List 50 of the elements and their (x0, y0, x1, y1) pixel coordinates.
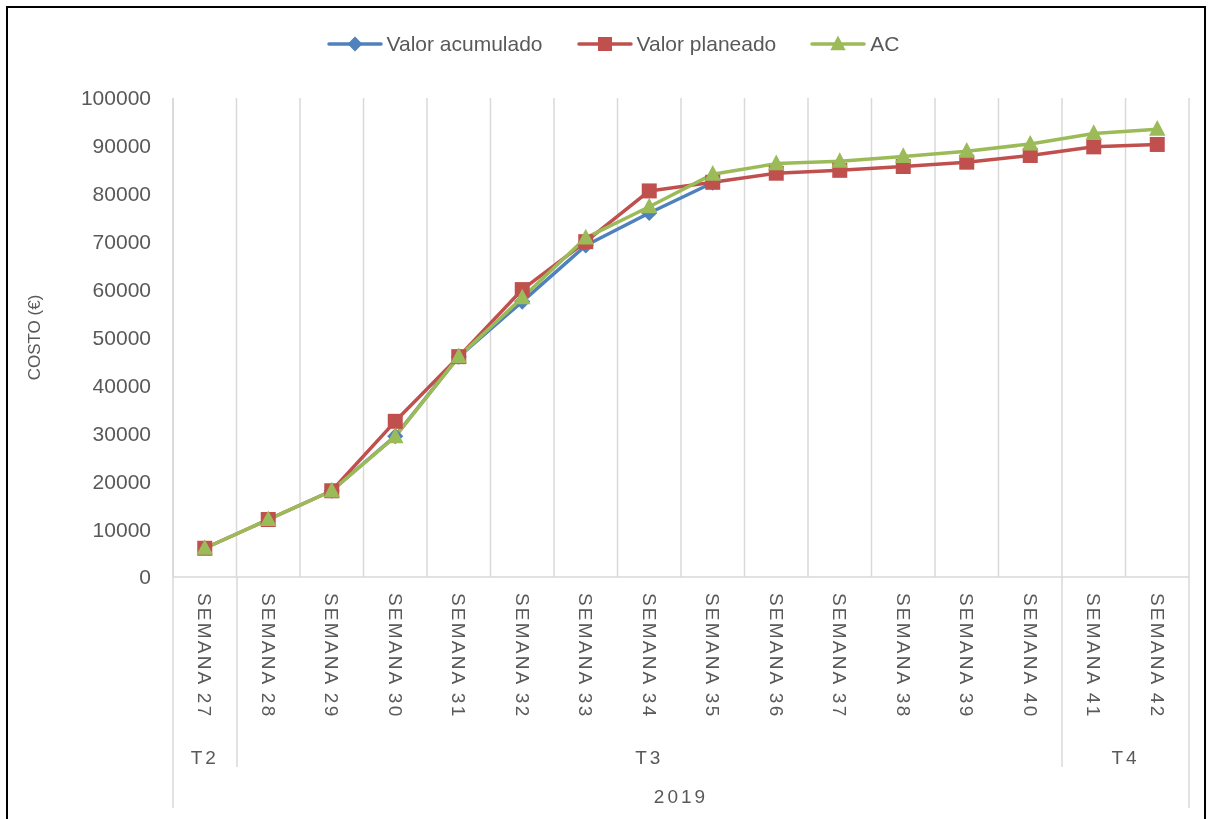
point (1149, 120, 1166, 136)
text: 2019 (653, 785, 709, 807)
x-tick-label: SEMANA 40 (1019, 593, 1041, 719)
y-tick-label: 0 (139, 565, 151, 589)
point (387, 413, 403, 429)
y-tick-label: 100000 (80, 86, 151, 110)
x-tick-label: SEMANA 35 (702, 593, 724, 719)
y-tick-label: 20000 (92, 469, 151, 493)
y-tick-label: 40000 (92, 373, 151, 397)
point (1085, 124, 1102, 141)
x-tick-label: SEMANA 38 (892, 593, 914, 719)
legend-label: Valor planeado (636, 32, 777, 56)
x-tick-label: SEMANA 42 (1146, 593, 1168, 719)
x-tick-label: SEMANA 34 (638, 593, 660, 719)
point (641, 183, 657, 199)
point (641, 197, 658, 214)
text: T4 (1111, 746, 1140, 768)
point (831, 152, 848, 168)
x-tick-label: SEMANA 39 (956, 593, 978, 719)
y-axis-title: COSTO (€) (24, 294, 44, 381)
x-tick-label: SEMANA 31 (448, 593, 470, 719)
y-tick-label: 80000 (92, 182, 151, 206)
x-tick-label: SEMANA 27 (194, 593, 216, 719)
x-tick-label: SEMANA 37 (829, 593, 851, 719)
legend-label: AC (870, 32, 900, 56)
point (577, 228, 594, 245)
y-tick-label: 30000 (92, 421, 151, 445)
text: T3 (635, 746, 664, 768)
point (704, 165, 721, 181)
y-tick-label: 60000 (92, 278, 151, 302)
x-tick-label: SEMANA 36 (765, 593, 787, 719)
x-tick-label: SEMANA 32 (511, 593, 533, 719)
point (895, 147, 912, 164)
point (768, 154, 785, 171)
x-tick-label: SEMANA 33 (575, 593, 597, 719)
y-tick-label: 10000 (92, 517, 151, 541)
point (1149, 136, 1165, 152)
y-tick-label: 70000 (92, 230, 151, 254)
x-tick-label: SEMANA 29 (321, 593, 343, 719)
y-tick-label: 50000 (92, 325, 151, 349)
text: T2 (190, 746, 219, 768)
x-tick-label: SEMANA 30 (384, 593, 406, 719)
x-tick-label: SEMANA 41 (1083, 593, 1105, 719)
point (514, 288, 531, 305)
y-tick-label: 90000 (92, 134, 151, 158)
x-tick-label: SEMANA 28 (257, 593, 279, 719)
point (1086, 139, 1102, 155)
point (1022, 134, 1039, 151)
legend-label: Valor acumulado (386, 32, 543, 56)
point (958, 142, 975, 158)
